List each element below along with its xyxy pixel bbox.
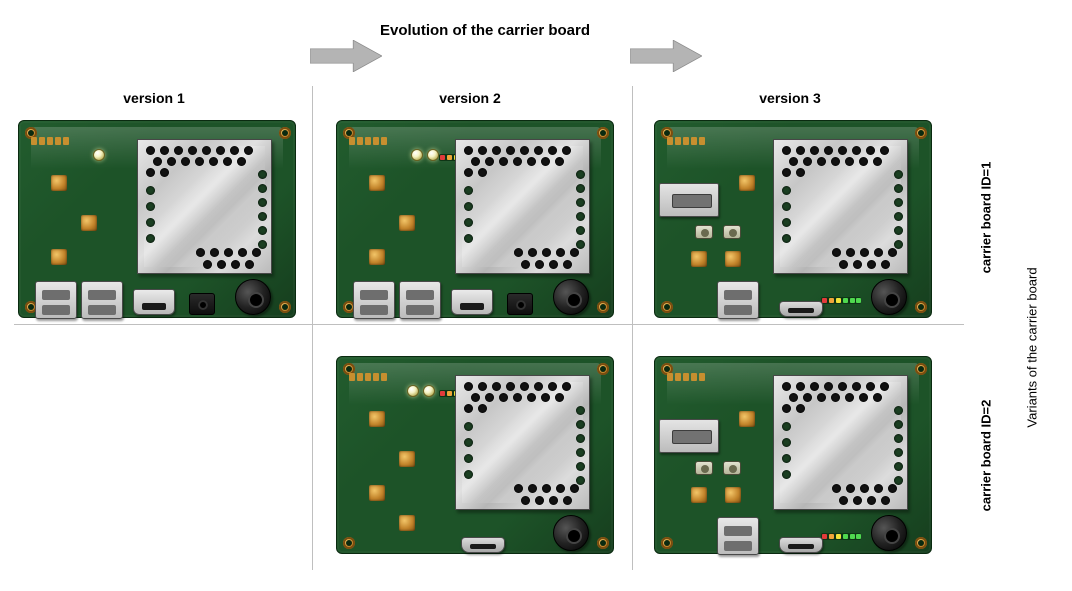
micro-usb-port	[779, 537, 823, 553]
mounting-hole	[661, 537, 673, 549]
solder-pad	[739, 175, 755, 191]
push-button	[695, 461, 713, 475]
usb-port	[35, 281, 77, 319]
solder-pad	[691, 487, 707, 503]
status-led	[423, 385, 435, 397]
push-button	[695, 225, 713, 239]
right-axis-title: Variants of the carrier board	[1025, 267, 1040, 427]
grid-hline	[14, 324, 964, 325]
solder-pad	[739, 411, 755, 427]
header-pads	[349, 137, 409, 145]
col-header-version2: version 2	[430, 90, 510, 106]
rf-shield	[455, 375, 590, 510]
micro-usb-port	[461, 537, 505, 553]
sd-card-slot	[659, 183, 719, 217]
header-pads	[31, 137, 91, 145]
hdmi-port	[451, 289, 493, 315]
rf-shield	[773, 139, 908, 274]
status-led	[407, 385, 419, 397]
led-bar	[821, 297, 861, 304]
grid-vline	[312, 86, 313, 570]
carrier-board-v2-id2	[336, 356, 614, 554]
mounting-hole	[915, 301, 927, 313]
solder-pad	[725, 251, 741, 267]
carrier-board-v3-id1	[654, 120, 932, 318]
mounting-hole	[343, 537, 355, 549]
rf-shield	[455, 139, 590, 274]
solder-pad	[399, 215, 415, 231]
solder-pad	[51, 249, 67, 265]
header-pads	[667, 137, 727, 145]
mounting-hole	[915, 537, 927, 549]
status-led	[427, 149, 439, 161]
header-pads	[349, 373, 409, 381]
mounting-hole	[597, 363, 609, 375]
mounting-hole	[915, 363, 927, 375]
usb-port	[353, 281, 395, 319]
carrier-board-v3-id2	[654, 356, 932, 554]
solder-pad	[369, 249, 385, 265]
usb-port	[717, 517, 759, 555]
solder-pad	[369, 411, 385, 427]
usb-port	[81, 281, 123, 319]
push-button	[723, 225, 741, 239]
header-pads	[667, 373, 727, 381]
solder-pad	[725, 487, 741, 503]
power-barrel	[871, 515, 907, 551]
evolution-arrow-icon	[630, 40, 702, 72]
status-led	[93, 149, 105, 161]
rf-shield	[137, 139, 272, 274]
solder-pad	[691, 251, 707, 267]
usb-port	[399, 281, 441, 319]
col-header-version3: version 3	[750, 90, 830, 106]
grid-vline	[632, 86, 633, 570]
mounting-hole	[597, 537, 609, 549]
mounting-hole	[915, 127, 927, 139]
solder-pad	[369, 485, 385, 501]
mounting-hole	[279, 301, 291, 313]
power-barrel	[553, 279, 589, 315]
solder-pad	[399, 515, 415, 531]
solder-pad	[51, 175, 67, 191]
solder-pad	[399, 451, 415, 467]
carrier-board-v2-id1	[336, 120, 614, 318]
row-label-id2: carrier board ID=2	[978, 400, 993, 512]
micro-usb-port	[779, 301, 823, 317]
sd-card-slot	[659, 419, 719, 453]
mounting-hole	[597, 301, 609, 313]
hdmi-port	[133, 289, 175, 315]
solder-pad	[81, 215, 97, 231]
status-led	[411, 149, 423, 161]
row-label-id1: carrier board ID=1	[978, 162, 993, 274]
power-barrel	[553, 515, 589, 551]
audio-jack	[507, 293, 533, 315]
diagram-title: Evolution of the carrier board	[380, 22, 590, 39]
rf-shield	[773, 375, 908, 510]
col-header-version1: version 1	[114, 90, 194, 106]
audio-jack	[189, 293, 215, 315]
power-barrel	[871, 279, 907, 315]
push-button	[723, 461, 741, 475]
mounting-hole	[597, 127, 609, 139]
power-barrel	[235, 279, 271, 315]
mounting-hole	[661, 301, 673, 313]
led-bar	[821, 533, 861, 540]
mounting-hole	[279, 127, 291, 139]
carrier-board-v1-id1	[18, 120, 296, 318]
solder-pad	[369, 175, 385, 191]
evolution-arrow-icon	[310, 40, 382, 72]
usb-port	[717, 281, 759, 319]
